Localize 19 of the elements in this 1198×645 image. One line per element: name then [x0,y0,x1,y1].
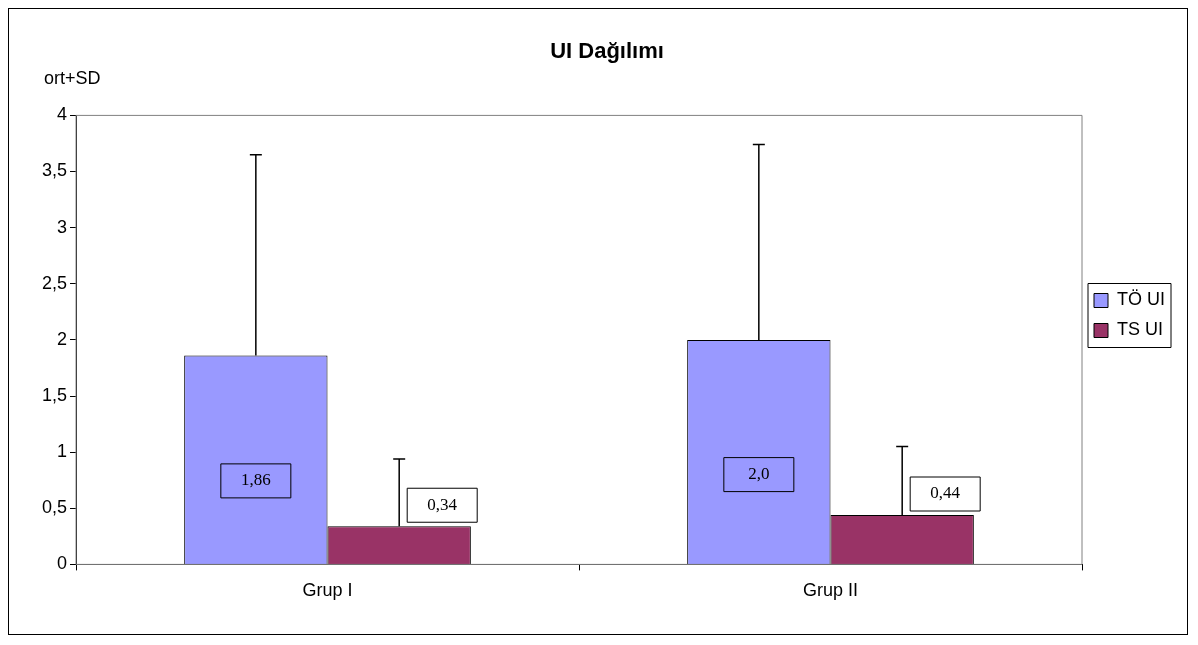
y-tick-label: 2,5 [41,272,68,293]
data-label: 0,44 [930,483,961,503]
y-axis-title: ort+SD [44,67,101,88]
x-tick-label: Grup II [802,580,859,601]
legend-label: TÖ UI [1117,289,1165,310]
y-tick-label: 4 [57,104,68,125]
y-tick-label: 0 [57,553,68,574]
y-tick-label: 1,5 [41,384,68,405]
y-tick-label: 1 [57,441,68,462]
y-tick-label: 2 [57,328,68,349]
y-tick-label: 0,5 [41,497,68,518]
y-tick-label: 3,5 [41,160,68,181]
chart-title: UI Dağılımı [550,38,664,64]
y-tick-label: 3 [57,216,68,237]
legend-label: TS UI [1117,319,1164,340]
data-label: 2,0 [748,464,770,484]
data-label: 0,34 [427,494,458,514]
data-label: 1,86 [240,470,271,490]
x-tick-label: Grup I [302,580,353,601]
